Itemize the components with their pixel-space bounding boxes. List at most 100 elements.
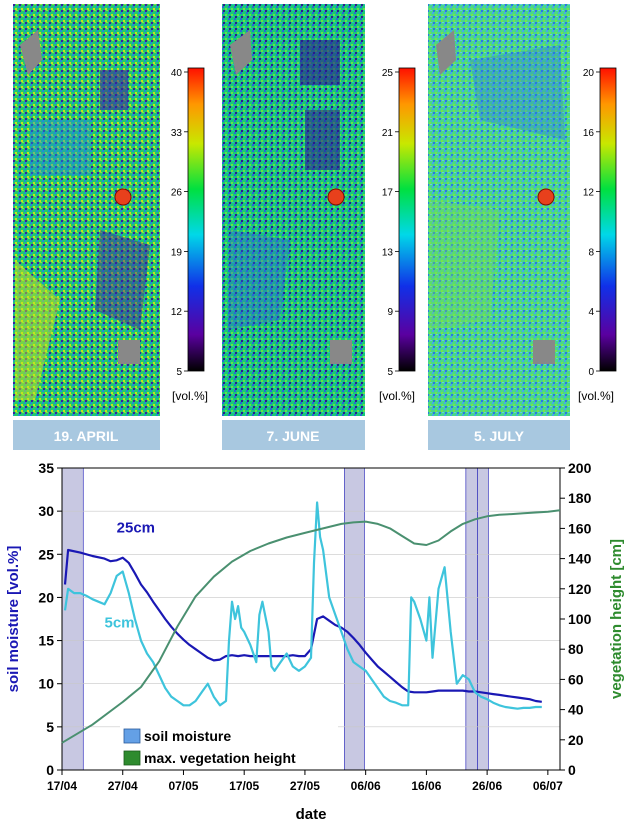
map-panel-april: 19. APRIL 40 33 26 19 12 5 [vol.%]	[13, 4, 208, 450]
y-left-tick-label: 30	[38, 503, 54, 519]
y-left-tick-label: 35	[38, 460, 54, 476]
colorbar-tick-label: 33	[171, 128, 183, 139]
colorbar-tick-label: 19	[171, 247, 183, 258]
colorbar-unit-label: [vol.%]	[578, 389, 614, 403]
colorbar-tick-label: 5	[176, 367, 182, 378]
y-axis-right-label: vegetation height [cm]	[608, 539, 625, 699]
map-mask-region	[533, 340, 555, 364]
map-field-dark	[300, 40, 340, 85]
y-right-tick-label: 200	[568, 460, 592, 476]
y-right-tick-label: 120	[568, 581, 592, 597]
x-tick-label: 27/04	[108, 779, 138, 793]
map-date-label: 7. JUNE	[267, 428, 320, 444]
map-mask-region	[330, 340, 352, 364]
map-panel-june: 7. JUNE 25 21 17 13 9 5 [vol.%]	[222, 4, 416, 450]
y-right-tick-label: 160	[568, 520, 592, 536]
map-mask-region	[118, 340, 140, 364]
map-mask-region	[436, 30, 456, 75]
x-tick-label: 26/06	[472, 779, 502, 793]
y-axis-left-label: soil moisture [vol.%]	[5, 546, 22, 693]
shaded-period	[477, 467, 489, 771]
x-tick-label: 06/07	[533, 779, 563, 793]
colorbar-unit-label: [vol.%]	[379, 389, 415, 403]
y-axis-left-ticks: 0 5 10 15 20 25 30 35	[38, 460, 62, 778]
y-left-tick-label: 15	[38, 633, 54, 649]
y-right-tick-label: 140	[568, 551, 592, 567]
colorbar-tick-label: 25	[382, 68, 394, 79]
y-left-tick-label: 0	[46, 762, 54, 778]
time-series-chart: 17/04 27/04 07/05 17/05 27/05 06/06 16/06 26/06…	[5, 460, 625, 823]
y-right-tick-label: 80	[568, 641, 584, 657]
map-date-label: 19. APRIL	[54, 428, 119, 444]
y-right-tick-label: 0	[568, 762, 576, 778]
legend: soil moisture max. vegetation height	[120, 725, 338, 769]
y-axis-right-ticks: 0 20 40 60 80 100 120 140 160 180 200	[560, 460, 592, 778]
x-axis-ticks: 17/04 27/04 07/05 17/05 27/05 06/06 16/06 26/06…	[47, 770, 563, 793]
station-marker	[537, 188, 555, 206]
x-axis-label: date	[296, 806, 327, 823]
colorbar	[187, 67, 205, 372]
y-right-tick-label: 60	[568, 671, 584, 687]
map-mask-region	[20, 30, 42, 75]
date-label-box	[13, 420, 160, 450]
station-marker	[114, 188, 132, 206]
legend-label-vegetation-height: max. vegetation height	[144, 750, 296, 766]
y-right-tick-label: 40	[568, 702, 584, 718]
colorbar-ticks: 20 16 12 8 4 0	[583, 68, 600, 378]
colorbar-tick-label: 4	[588, 307, 594, 318]
colorbar-tick-label: 16	[583, 128, 595, 139]
y-right-tick-label: 100	[568, 611, 592, 627]
map-field-dark	[95, 230, 150, 330]
colorbar-tick-label: 21	[382, 128, 394, 139]
map-field-yellow	[15, 260, 60, 400]
map-field-dark	[305, 110, 340, 170]
colorbar-ticks: 25 21 17 13 9 5	[382, 68, 399, 378]
x-tick-label: 27/05	[290, 779, 320, 793]
map-field-dark	[100, 70, 128, 110]
series-line-max-vegetation-height	[61, 509, 561, 744]
colorbar-tick-label: 5	[387, 367, 393, 378]
map-mask-region	[230, 30, 252, 75]
colorbar-tick-label: 17	[382, 188, 394, 199]
x-tick-label: 07/05	[168, 779, 198, 793]
legend-box	[120, 725, 338, 769]
series-annotations: 25cm 5cm	[105, 520, 156, 632]
map-field-blue	[30, 120, 90, 175]
y-right-tick-label: 180	[568, 490, 592, 506]
series-annotation: 5cm	[105, 615, 135, 632]
colorbar-tick-label: 0	[588, 367, 594, 378]
shaded-periods	[61, 467, 489, 771]
date-label-box	[428, 420, 570, 450]
series-layer	[61, 501, 561, 744]
station-marker	[327, 188, 345, 206]
shaded-period	[344, 467, 365, 771]
colorbar	[599, 67, 617, 372]
colorbar-unit-label: [vol.%]	[172, 389, 208, 403]
y-left-tick-label: 20	[38, 589, 54, 605]
colorbar-tick-label: 12	[583, 188, 595, 199]
y-left-tick-label: 25	[38, 546, 54, 562]
map-field-blue	[470, 45, 565, 140]
map-panel-july: 5. JULY 20 16 12 8 4 0 [vol.%]	[428, 4, 617, 450]
legend-label-soil-moisture: soil moisture	[144, 728, 231, 744]
series-line-5cm	[63, 501, 542, 710]
legend-swatch-soil-moisture	[123, 728, 141, 744]
map-date-label: 5. JULY	[474, 428, 525, 444]
x-tick-label: 17/05	[229, 779, 259, 793]
colorbar	[398, 67, 416, 372]
map-field-blue	[228, 230, 290, 330]
map-field-green	[430, 200, 500, 330]
colorbar-ticks: 40 33 26 19 12 5	[171, 68, 188, 378]
colorbar-tick-label: 40	[171, 68, 183, 79]
y-left-tick-label: 5	[46, 719, 54, 735]
colorbar-tick-label: 20	[583, 68, 595, 79]
colorbar-tick-label: 26	[171, 188, 183, 199]
legend-swatch-vegetation-height	[123, 750, 141, 766]
y-left-tick-label: 10	[38, 676, 54, 692]
shaded-period	[61, 467, 84, 771]
colorbar-tick-label: 8	[588, 247, 594, 258]
colorbar-tick-label: 13	[382, 247, 394, 258]
series-annotation: 25cm	[117, 520, 155, 537]
shaded-period	[465, 467, 478, 771]
